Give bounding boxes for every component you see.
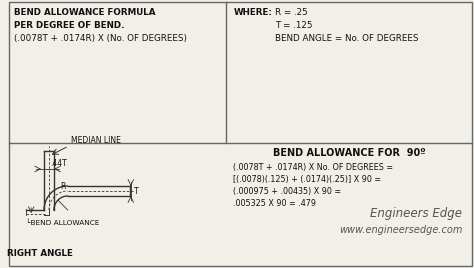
Text: WHERE:: WHERE:: [233, 8, 273, 17]
Text: BEND ALLOWANCE FOR  90º: BEND ALLOWANCE FOR 90º: [273, 148, 426, 158]
Text: PER DEGREE OF BEND.: PER DEGREE OF BEND.: [15, 21, 125, 30]
Text: └BEND ALLOWANCE: └BEND ALLOWANCE: [27, 219, 100, 226]
Text: (.0078T + .0174R) X No. OF DEGREES =: (.0078T + .0174R) X No. OF DEGREES =: [233, 163, 393, 172]
Text: R = .25: R = .25: [275, 8, 308, 17]
Text: BEND ANGLE = No. OF DEGREES: BEND ANGLE = No. OF DEGREES: [275, 34, 419, 43]
Text: .44T: .44T: [50, 159, 67, 168]
Text: www.engineersedge.com: www.engineersedge.com: [339, 225, 462, 235]
Text: T = .125: T = .125: [275, 21, 312, 30]
Text: R: R: [60, 182, 65, 191]
Text: T: T: [134, 187, 138, 195]
Text: (.000975 + .00435) X 90 =: (.000975 + .00435) X 90 =: [233, 187, 341, 196]
Text: MEDIAN LINE: MEDIAN LINE: [71, 136, 120, 145]
Text: [(.0078)(.125) + (.0174)(.25)] X 90 =: [(.0078)(.125) + (.0174)(.25)] X 90 =: [233, 175, 382, 184]
Text: .005325 X 90 = .479: .005325 X 90 = .479: [233, 199, 316, 208]
Text: Engineers Edge: Engineers Edge: [370, 207, 462, 219]
Text: BEND ALLOWANCE FORMULA: BEND ALLOWANCE FORMULA: [15, 8, 156, 17]
Text: RIGHT ANGLE: RIGHT ANGLE: [7, 249, 73, 258]
Text: (.0078T + .0174R) X (No. OF DEGREES): (.0078T + .0174R) X (No. OF DEGREES): [15, 34, 188, 43]
